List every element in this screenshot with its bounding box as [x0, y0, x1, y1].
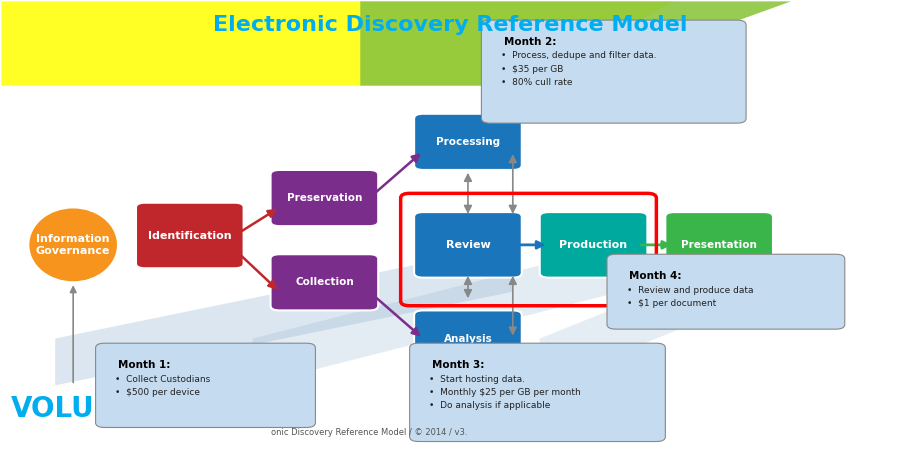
Text: Identification: Identification	[148, 230, 231, 241]
FancyBboxPatch shape	[95, 343, 315, 428]
Text: •  Do analysis if applicable: • Do analysis if applicable	[429, 401, 551, 410]
Text: VOLU: VOLU	[11, 395, 94, 423]
Text: Month 1:: Month 1:	[118, 359, 170, 370]
FancyBboxPatch shape	[665, 212, 773, 277]
Text: •  Process, dedupe and filter data.: • Process, dedupe and filter data.	[501, 51, 657, 60]
Text: •  Monthly $25 per GB per month: • Monthly $25 per GB per month	[429, 388, 581, 397]
Text: Preservation: Preservation	[287, 193, 362, 203]
Text: •  $1 per document: • $1 per document	[626, 299, 716, 308]
Text: Electronic Discovery Reference Model: Electronic Discovery Reference Model	[212, 16, 688, 35]
Text: Analysis: Analysis	[444, 333, 492, 343]
Text: •  80% cull rate: • 80% cull rate	[501, 78, 572, 87]
Text: •  $500 per device: • $500 per device	[115, 388, 201, 397]
Polygon shape	[2, 1, 674, 86]
Text: onic Discovery Reference Model / © 2014 / v3.: onic Discovery Reference Model / © 2014 …	[271, 428, 467, 437]
Text: Collection: Collection	[295, 277, 354, 287]
Polygon shape	[253, 245, 620, 385]
Text: Review: Review	[446, 240, 491, 250]
Text: •  $35 per GB: • $35 per GB	[501, 65, 563, 73]
FancyBboxPatch shape	[271, 170, 378, 226]
FancyBboxPatch shape	[136, 203, 244, 268]
FancyBboxPatch shape	[414, 212, 522, 277]
FancyBboxPatch shape	[410, 343, 665, 441]
Text: Information
Governance: Information Governance	[36, 234, 111, 256]
FancyBboxPatch shape	[414, 310, 522, 366]
Text: Production: Production	[560, 240, 627, 250]
FancyBboxPatch shape	[414, 114, 522, 170]
Text: Presentation: Presentation	[681, 240, 757, 250]
Text: Month 4:: Month 4:	[629, 271, 682, 281]
Text: Month 3:: Month 3:	[432, 359, 484, 370]
Polygon shape	[540, 245, 773, 385]
FancyBboxPatch shape	[271, 254, 378, 310]
Text: •  Start hosting data.: • Start hosting data.	[429, 374, 526, 383]
FancyBboxPatch shape	[607, 254, 845, 329]
Text: •  Collect Custodians: • Collect Custodians	[115, 374, 211, 383]
Text: Month 2:: Month 2:	[504, 37, 556, 47]
Polygon shape	[360, 1, 791, 86]
FancyBboxPatch shape	[482, 20, 746, 123]
Text: •  Review and produce data: • Review and produce data	[626, 285, 753, 294]
Ellipse shape	[28, 207, 118, 282]
Polygon shape	[55, 245, 513, 385]
Text: Processing: Processing	[436, 137, 500, 147]
FancyBboxPatch shape	[540, 212, 647, 277]
